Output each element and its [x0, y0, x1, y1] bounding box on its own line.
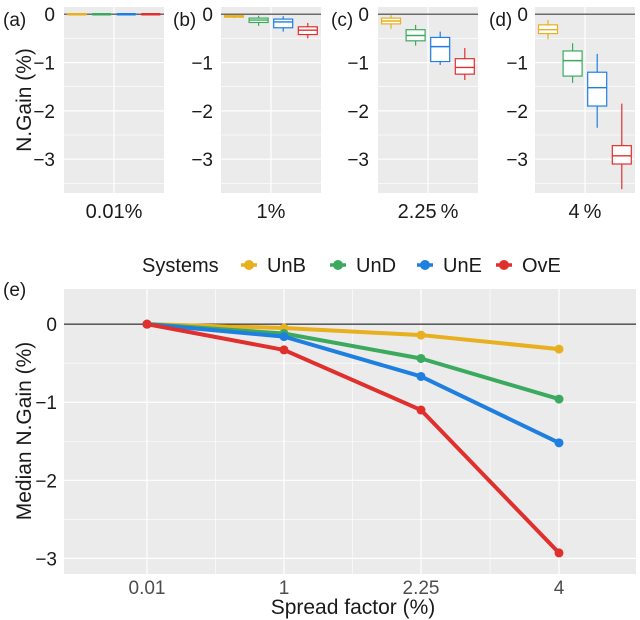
- legend-item-und: UnD: [330, 255, 396, 277]
- y-tick-label: −2: [35, 471, 57, 492]
- legend-key-point: [420, 260, 430, 270]
- box-unb: [223, 15, 245, 19]
- legend-title: Systems: [142, 255, 219, 277]
- series-line: [145, 322, 561, 352]
- box-und: [405, 24, 426, 46]
- legend-label: UnE: [443, 255, 482, 277]
- legend-item-ove: OvE: [496, 255, 561, 277]
- data-point: [416, 405, 426, 415]
- box-panel-b: 0 −1 −2 −3 (b) 1%: [173, 5, 321, 223]
- data-point: [416, 353, 426, 363]
- box-body: [587, 71, 608, 107]
- legend: Systems UnB UnD UnE OvE: [142, 255, 561, 277]
- data-point: [142, 319, 152, 329]
- data-point: [554, 394, 564, 404]
- y-tick-label: −1: [347, 54, 369, 75]
- series-line: [145, 322, 561, 555]
- panel-background: [64, 289, 636, 574]
- panel-label: (a): [3, 10, 26, 31]
- box-body: [454, 58, 475, 75]
- x-axis-title: Spread factor (%): [271, 596, 436, 619]
- legend-item-une: UnE: [417, 255, 482, 277]
- data-point: [554, 344, 564, 354]
- box-ove: [611, 103, 632, 190]
- box-ove: [297, 22, 318, 39]
- box-une: [430, 31, 451, 65]
- y-tick-label: −1: [35, 393, 57, 414]
- x-tick-label: 2.25: [403, 578, 440, 599]
- panel-label: (d): [489, 10, 512, 31]
- legend-key-point: [333, 260, 343, 270]
- box-body: [430, 36, 451, 63]
- series-ove: [142, 319, 564, 558]
- y-tick-label: −2: [191, 102, 213, 123]
- y-tick-label: −3: [33, 150, 55, 171]
- x-tick-label: 1: [279, 578, 290, 599]
- data-point: [554, 548, 564, 558]
- data-point: [554, 438, 564, 448]
- legend-label: OvE: [522, 255, 561, 277]
- legend-item-unb: UnB: [241, 255, 306, 277]
- legend-key-point: [499, 260, 509, 270]
- x-axis-label: 1%: [257, 201, 286, 223]
- box-und: [562, 43, 583, 83]
- box-unb: [380, 15, 402, 29]
- box-body: [611, 145, 632, 165]
- box-une: [587, 53, 608, 128]
- box-body: [273, 18, 294, 29]
- y-tick-label: −2: [33, 102, 55, 123]
- box-panel-a: 0 −1 −2 −3 (a) 0.01%: [3, 5, 164, 223]
- x-axis-label: 4 %: [569, 201, 602, 223]
- y-tick-label: 0: [202, 5, 213, 26]
- data-point: [416, 371, 426, 381]
- y-tick-label: −3: [35, 549, 57, 570]
- x-axis-label: 0.01%: [86, 201, 143, 223]
- y-tick-label: −3: [506, 150, 528, 171]
- y-tick-label: 0: [517, 5, 528, 26]
- box-ove: [454, 48, 475, 80]
- data-point: [279, 345, 289, 355]
- y-tick-label: −2: [347, 102, 369, 123]
- box-body: [562, 50, 583, 77]
- y-axis-title: Median N.Gain (%): [13, 342, 36, 521]
- series-line: [145, 322, 561, 445]
- data-point: [416, 330, 426, 340]
- y-axis-title: N.Gain (%): [13, 48, 36, 152]
- y-tick-label: 0: [358, 5, 369, 26]
- x-tick-label: 0.01: [129, 578, 166, 599]
- x-tick-label: 4: [554, 578, 565, 599]
- panel-label: (e): [3, 280, 26, 301]
- x-axis-label: 2.25 %: [398, 201, 459, 223]
- y-tick-label: 0: [46, 315, 57, 336]
- panel-label: (c): [331, 10, 353, 31]
- line-panel-e: 0 −1 −2 −3 0.01 1 2.25 4 Spread factor (%) Median…: [3, 280, 636, 619]
- box-une: [273, 16, 294, 32]
- y-tick-label: 0: [44, 5, 55, 26]
- box-unb: [537, 20, 559, 40]
- y-tick-label: −1: [506, 54, 528, 75]
- y-tick-label: −2: [506, 102, 528, 123]
- y-tick-label: −1: [33, 54, 55, 75]
- y-tick-label: −3: [191, 150, 213, 171]
- y-tick-label: −3: [347, 150, 369, 171]
- panel-label: (b): [173, 10, 196, 31]
- data-point: [279, 332, 289, 342]
- y-tick-label: −1: [191, 54, 213, 75]
- legend-label: UnD: [356, 255, 396, 277]
- legend-label: UnB: [267, 255, 306, 277]
- box-panel-c: 0 −1 −2 −3 (c) 2.25 %: [331, 5, 478, 223]
- box-und: [248, 15, 269, 26]
- box-panel-d: 0 −1 −2 −3 (d) 4 %: [489, 5, 635, 223]
- legend-key-point: [244, 260, 254, 270]
